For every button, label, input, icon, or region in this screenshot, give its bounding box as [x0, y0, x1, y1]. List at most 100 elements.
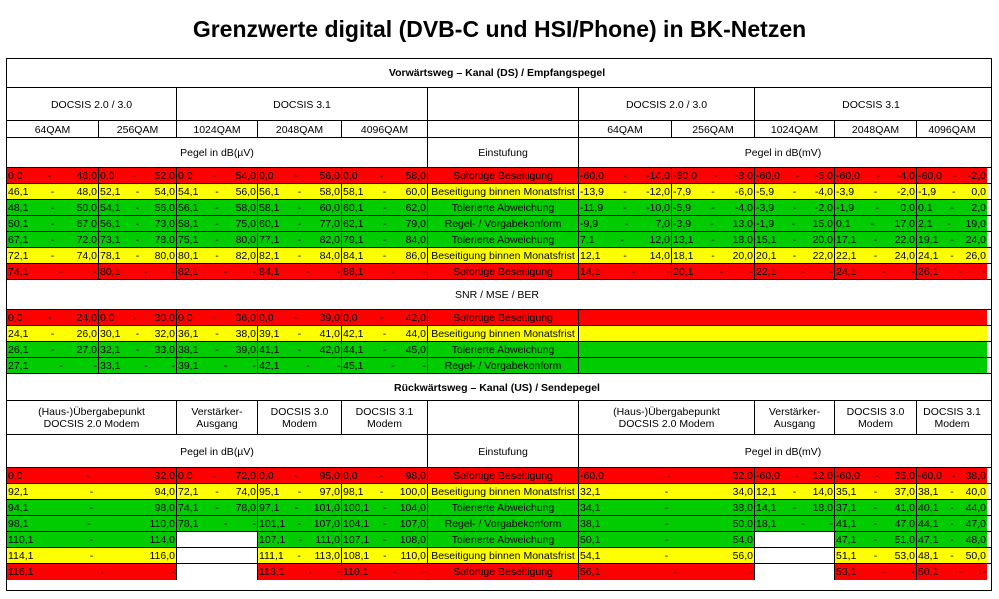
- value-cell: 32,1 - 34,0: [578, 484, 754, 500]
- range-dash: -: [297, 234, 302, 246]
- value-cell: -60,0 - -8,0: [671, 168, 754, 184]
- range-from: 95,1: [259, 486, 280, 498]
- range-from: 56,1: [100, 218, 121, 230]
- einstufung-label: Tolerierte Abweichung: [427, 500, 578, 516]
- range-to: -4,0: [896, 170, 915, 182]
- einstufung-label: Regel- / Vorgabekonform: [427, 358, 578, 374]
- range-from: 56,1: [178, 202, 199, 214]
- range-from: 0,0: [178, 312, 193, 324]
- header-text: Verstärker- Ausgang: [769, 406, 820, 430]
- value-cell: 0,0 - 42,0: [341, 310, 427, 326]
- ds-heading: Vorwärtsweg – Kanal (DS) / Empfangspegel: [388, 67, 606, 79]
- range-from: 0,0: [178, 470, 193, 482]
- range-to: -: [422, 360, 427, 372]
- range-from: 50,1: [580, 534, 601, 546]
- range-from: 73,1: [100, 234, 121, 246]
- range-from: 84,1: [343, 250, 364, 262]
- value-cell: -60,0-38,0: [916, 468, 987, 484]
- range-to: 37,0: [894, 486, 915, 498]
- range-dash: -: [873, 186, 878, 198]
- range-from: 35,1: [836, 486, 857, 498]
- cell-text: 64QAM: [34, 123, 71, 136]
- value-cell: 48,1-50,0: [916, 548, 987, 564]
- value-cell: -60,0 - -14,0: [578, 168, 671, 184]
- range-dash: -: [144, 266, 148, 278]
- range-dash: -: [711, 250, 715, 262]
- cell-text: DOCSIS 3.1: [355, 406, 414, 418]
- cell-text: 2048QAM: [275, 123, 324, 136]
- range-to: -8,0: [734, 170, 753, 182]
- column-header: DOCSIS 3.1 Modem: [916, 401, 987, 435]
- range-from: 38,1: [580, 518, 601, 530]
- range-dash: -: [382, 250, 387, 262]
- value-cell: 7,1 - 12,0: [578, 232, 671, 248]
- range-dash: -: [664, 550, 669, 562]
- range-to: -: [171, 266, 176, 278]
- ds-data-row: 74,1- -80,1- -82,1- -84,1- -86,1- - Sofortige …: [7, 263, 991, 280]
- range-to: 48,0: [76, 186, 97, 198]
- range-from: 100,1: [343, 502, 370, 514]
- value-cell: 92,1 - 94,0: [7, 484, 176, 500]
- range-from: -3,9: [756, 202, 775, 214]
- value-cell: 41,1 - 47,0: [834, 516, 916, 532]
- value-cell: 77,1 - 82,0: [257, 232, 341, 248]
- cell-text: 256QAM: [116, 123, 159, 136]
- cell-text: Ausgang: [773, 418, 816, 430]
- range-to: 47,0: [894, 518, 915, 530]
- value-cell: 0,0 - 24,0: [7, 310, 98, 326]
- unit-header: Pegel in dB(µV): [7, 138, 427, 168]
- range-from: 0,0: [100, 170, 115, 182]
- range-dash: -: [952, 470, 956, 482]
- range-dash: -: [59, 266, 63, 278]
- range-from: 17,1: [836, 234, 857, 246]
- range-to: 58,0: [405, 170, 426, 182]
- range-to: 72,0: [76, 234, 97, 246]
- range-to: -: [93, 266, 98, 278]
- cell-text: Verstärker-: [768, 406, 821, 418]
- range-dash: -: [382, 202, 387, 214]
- einstufung-label: Beseitigung binnen Monatsfrist: [427, 326, 578, 342]
- mod-header: 2048QAM: [834, 121, 916, 138]
- value-cell: 0,0 - 52,0: [98, 168, 176, 184]
- range-from: 18,1: [756, 518, 777, 530]
- value-cell: 35,1 - 37,0: [834, 484, 916, 500]
- cell-text: Beseitigung binnen Monatsfrist: [431, 550, 575, 562]
- range-from: 30,1: [100, 328, 121, 340]
- value-cell: 42,1 - 44,0: [341, 326, 427, 342]
- cell-text: Pegel in dB(mV): [744, 147, 822, 159]
- value-cell: 98,1 - 100,0: [341, 484, 427, 500]
- cell-text: Beseitigung binnen Monatsfrist: [431, 486, 575, 498]
- value-cell: 44,1-47,0: [916, 516, 987, 532]
- value-cell: 24,1 - -: [834, 264, 916, 280]
- range-to: 116,0: [149, 550, 176, 562]
- value-cell: 20,1 - 22,0: [754, 248, 834, 264]
- header-text: (Haus-)Übergabepunkt DOCSIS 2.0 Modem: [613, 406, 720, 430]
- range-to: 92,0: [154, 470, 175, 482]
- header-text: Verstärker- Ausgang: [191, 406, 242, 430]
- range-from: 37,1: [836, 502, 857, 514]
- value-cell: -60,0 - 12,0: [754, 468, 834, 484]
- range-from: -13,9: [580, 186, 604, 198]
- range-to: 18,0: [732, 234, 753, 246]
- range-from: -1,9: [836, 202, 855, 214]
- einstufung-label: Regel- / Vorgabekonform: [427, 516, 578, 532]
- range-to: 73,0: [154, 218, 175, 230]
- range-dash: -: [801, 266, 805, 278]
- value-cell: 104,1-107,0: [341, 516, 427, 532]
- range-dash: -: [89, 486, 94, 498]
- range-dash: -: [711, 234, 715, 246]
- value-cell: 36,1 - 38,0: [176, 326, 257, 342]
- cell-text: Sofortige Beseitigung: [453, 470, 553, 482]
- range-from: 0,0: [100, 312, 115, 324]
- value-cell: 95,1 - 97,0: [257, 484, 341, 500]
- range-from: 38,1: [178, 344, 199, 356]
- value-cell: [754, 548, 834, 564]
- range-to: 14,0: [812, 486, 833, 498]
- range-to: -6,0: [734, 186, 753, 198]
- range-to: 50,0: [76, 202, 97, 214]
- us-col-row: (Haus-)Übergabepunkt DOCSIS 2.0 Modem Vers…: [7, 400, 991, 435]
- cell-text: Tolerierte Abweichung: [451, 534, 555, 546]
- range-to: -2,0: [896, 186, 915, 198]
- range-to: 98,0: [405, 470, 426, 482]
- range-dash: -: [950, 502, 954, 514]
